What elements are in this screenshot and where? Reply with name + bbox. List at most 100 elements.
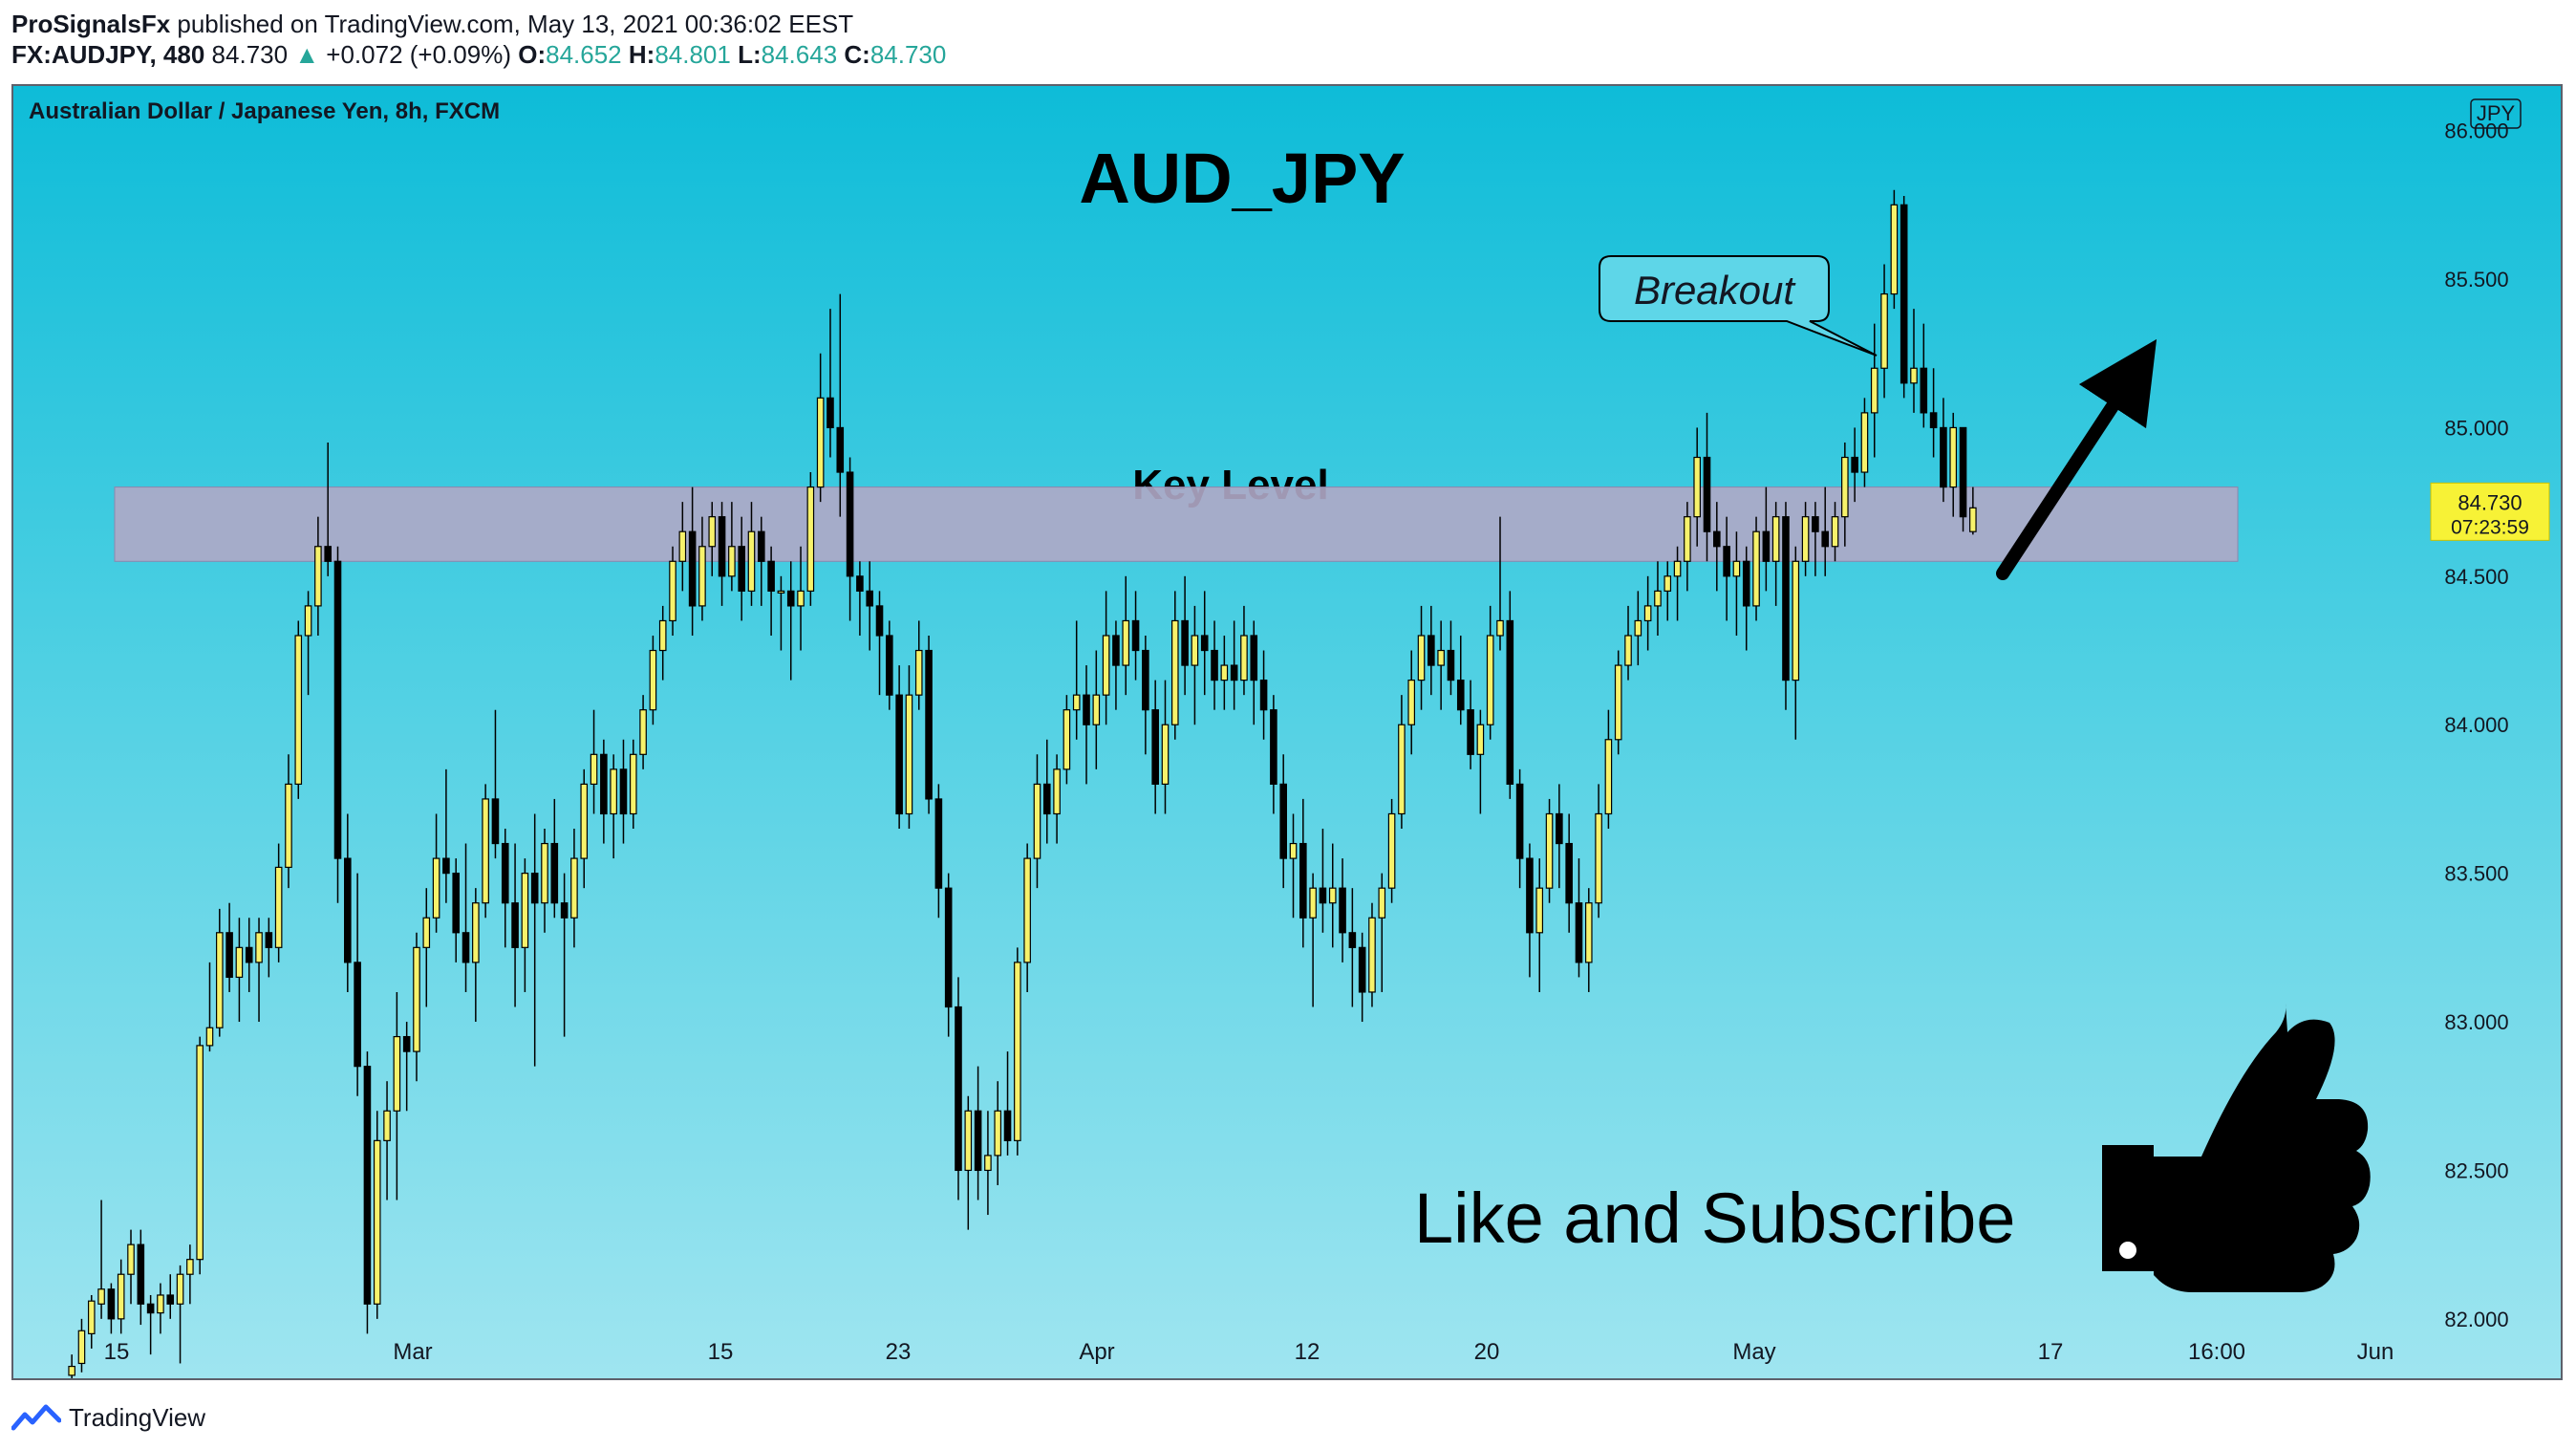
candle — [758, 516, 765, 606]
candle-body-down — [600, 753, 608, 815]
x-tick-label: 12 — [1295, 1339, 1320, 1365]
candle-body-down — [1920, 367, 1928, 414]
candle — [1880, 264, 1888, 399]
candle — [1792, 546, 1800, 740]
candle-body-down — [107, 1288, 116, 1320]
candle — [1319, 829, 1327, 933]
candle-body-down — [1151, 709, 1159, 785]
candle — [1634, 591, 1642, 666]
candle-body-up — [1092, 694, 1101, 725]
candle-body-up — [1792, 560, 1800, 681]
candle-body-up — [541, 842, 548, 904]
candle-body-down — [560, 902, 569, 919]
candle — [1092, 650, 1101, 769]
candle — [127, 1229, 135, 1305]
candle-body-down — [530, 873, 539, 904]
candle — [1309, 873, 1317, 1007]
candle-body-up — [590, 753, 598, 785]
candle — [1398, 695, 1406, 830]
candle — [1771, 502, 1780, 606]
candle-body-up — [1486, 635, 1494, 725]
candle — [856, 561, 864, 636]
candle — [245, 918, 253, 992]
chart-panel[interactable]: Australian Dollar / Japanese Yen, 8h, FX… — [11, 84, 2563, 1380]
candle-body-up — [629, 753, 637, 815]
candle-body-down — [925, 649, 933, 800]
candle-body-up — [1949, 426, 1958, 488]
candle — [984, 1111, 992, 1216]
candle-body-down — [619, 768, 628, 815]
candle-body-up — [255, 932, 263, 963]
candle — [1014, 947, 1021, 1156]
candle — [107, 1283, 116, 1334]
candle — [235, 918, 244, 1023]
candle — [1713, 502, 1721, 592]
candle-body-down — [146, 1303, 155, 1314]
candle-body-down — [1456, 680, 1465, 711]
price-axis[interactable]: 86.000 85.500 85.000 84.500 84.000 83.500 83.0… — [2444, 119, 2508, 1331]
tradingview-brand: TradingView — [69, 1402, 206, 1432]
candle — [1072, 620, 1081, 740]
tradingview-footer[interactable]: TradingView — [11, 1394, 205, 1441]
candle-body-up — [1407, 680, 1416, 725]
candle-body-up — [1545, 812, 1554, 889]
candle — [1033, 754, 1041, 889]
candle-body-down — [1447, 649, 1455, 681]
candle-body-down — [354, 962, 361, 1068]
candle-body-down — [1348, 932, 1357, 948]
author-name[interactable]: ProSignalsFx — [11, 10, 171, 38]
candle — [1181, 575, 1189, 696]
x-tick-label: 15 — [104, 1339, 130, 1365]
candle-body-down — [1929, 412, 1938, 429]
currency-badge[interactable]: JPY — [2470, 98, 2522, 129]
y-tick-label: 83.000 — [2444, 1010, 2508, 1034]
candle — [1900, 195, 1908, 399]
candle-body-up — [1684, 516, 1691, 562]
candle-body-up — [196, 1045, 204, 1261]
price-chart[interactable]: Australian Dollar / Japanese Yen, 8h, FX… — [13, 86, 2561, 1378]
candle-body-up — [1771, 516, 1780, 562]
candle-body-down — [1762, 530, 1771, 562]
candle — [688, 487, 697, 636]
candle — [570, 829, 578, 948]
candle — [1673, 546, 1682, 621]
candle — [1732, 531, 1741, 636]
candle — [1821, 487, 1830, 576]
candle — [1131, 591, 1140, 681]
candle-body-up — [1584, 902, 1593, 963]
candle — [786, 561, 795, 681]
candle — [1496, 516, 1504, 651]
candle-body-up — [1191, 635, 1199, 666]
candle-body-up — [1614, 664, 1622, 741]
candle-body-up — [905, 694, 913, 815]
candle-body-down — [1900, 204, 1908, 384]
candle — [1910, 309, 1918, 413]
candle — [274, 843, 283, 962]
candle-body-up — [580, 783, 589, 859]
candle — [914, 620, 923, 710]
candle-body-up — [186, 1259, 194, 1275]
tradingview-logo-icon — [11, 1404, 61, 1431]
candle-body-down — [944, 887, 953, 1008]
candle-body-up — [728, 546, 736, 577]
candle — [1428, 605, 1435, 696]
candle-body-down — [786, 590, 795, 607]
x-tick-label: Apr — [1079, 1339, 1114, 1365]
candle-body-down — [1526, 857, 1534, 934]
candle-body-up — [1014, 962, 1021, 1141]
candle-body-up — [157, 1294, 164, 1314]
candle — [1969, 487, 1977, 535]
high-label: H: — [628, 40, 655, 69]
candle-body-down — [688, 530, 697, 607]
candle — [97, 1200, 105, 1319]
candle — [1122, 575, 1130, 696]
candle — [176, 1265, 184, 1364]
candle — [1447, 620, 1455, 696]
time-axis[interactable]: 15 Mar 15 23 Apr 12 20 May 17 16:00 Jun — [104, 1339, 2394, 1365]
candle-body-up — [97, 1288, 105, 1305]
candle — [521, 858, 529, 992]
candle-body-down — [1181, 619, 1189, 666]
candle — [1378, 873, 1386, 992]
y-tick-label: 85.000 — [2444, 416, 2508, 440]
candle-body-down — [886, 635, 893, 696]
